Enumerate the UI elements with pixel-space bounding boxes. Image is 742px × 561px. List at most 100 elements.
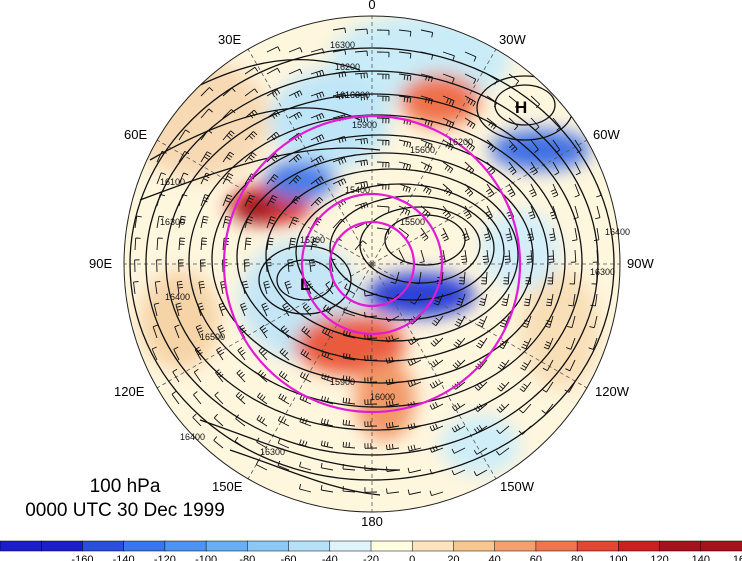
wind-barb: [301, 326, 312, 339]
wind-barb: [386, 466, 400, 473]
wind-barb: [541, 403, 554, 414]
lon-label-90w: 90W: [627, 256, 654, 271]
wind-barb: [376, 205, 390, 213]
wind-barb: [153, 302, 160, 317]
wind-barb: [277, 438, 290, 449]
contour-label: 16300: [160, 217, 185, 227]
wind-barb: [376, 51, 390, 58]
wind-barb: [569, 271, 576, 285]
wind-barb: [385, 356, 400, 364]
wind-barb: [552, 161, 560, 176]
wind-barb: [528, 205, 536, 220]
wind-barb: [486, 183, 495, 198]
wind-barb: [430, 359, 444, 368]
lon-label-60w: 60W: [593, 127, 620, 142]
wind-barb: [298, 483, 312, 493]
wind-barb: [442, 139, 454, 151]
lat-ring-outer: [222, 114, 522, 414]
contour-label: 16000: [370, 392, 395, 402]
contour-label: 16500: [200, 332, 225, 342]
wind-barb: [220, 280, 227, 295]
wind-barb: [244, 194, 255, 207]
wind-barb: [200, 108, 213, 119]
wind-barb: [332, 92, 347, 100]
wind-barb: [573, 205, 579, 220]
wind-barb: [505, 227, 513, 242]
wind-barb: [200, 151, 212, 163]
wind-barb: [464, 117, 476, 129]
wind-barb: [566, 337, 576, 350]
wind-barb: [456, 293, 466, 306]
wind-barb: [240, 302, 248, 317]
wind-barb: [244, 216, 254, 229]
wind-barb: [310, 196, 324, 207]
wind-barb: [442, 51, 455, 61]
wind-barb: [192, 413, 202, 427]
wind-barb: [464, 183, 474, 197]
wind-barb: [464, 139, 475, 152]
wind-barb: [364, 465, 378, 471]
wind-barb: [407, 379, 422, 388]
wind-barb: [354, 94, 368, 101]
contour-label: 16300: [590, 267, 615, 277]
wind-barb: [376, 183, 390, 190]
wind-barb: [288, 68, 303, 75]
wind-barb: [410, 293, 422, 305]
wind-barb: [473, 469, 488, 477]
wind-barb: [473, 447, 488, 455]
wind-barb: [552, 117, 561, 131]
wind-barb: [217, 324, 225, 339]
wind-barb: [342, 352, 356, 361]
wind-barb: [310, 48, 325, 54]
wind-barb: [568, 293, 576, 307]
contour-label: 16100: [335, 90, 360, 100]
wind-barb: [591, 271, 598, 285]
wind-barb: [332, 27, 347, 33]
wind-barb: [235, 414, 246, 427]
wind-barb: [463, 205, 472, 220]
wind-barb: [473, 425, 488, 434]
wind-barb: [263, 280, 271, 295]
colorbar-swatch: [329, 540, 372, 552]
wind-barb: [310, 155, 325, 164]
wind-barb: [476, 337, 488, 349]
wind-barb: [299, 439, 312, 449]
wind-barb: [429, 401, 444, 410]
colorbar-tick-label: 0: [409, 554, 415, 561]
colorbar-swatch: [40, 540, 84, 552]
wind-barb: [407, 357, 422, 366]
wind-barb: [386, 488, 400, 494]
colorbar: -160 -140 -120 -100 -80 -60 -40 -20 0 20 40 60 80 100…: [0, 540, 742, 561]
colorbar-swatch: [205, 540, 249, 552]
wind-barb: [460, 249, 468, 264]
wind-barb: [310, 176, 324, 185]
wind-barb: [266, 131, 280, 141]
colorbar-swatch: [453, 540, 496, 552]
wind-barb: [442, 117, 455, 128]
wind-barb: [420, 183, 432, 195]
wind-barb: [519, 403, 532, 414]
wind-barb: [429, 380, 444, 389]
wind-barb: [288, 47, 303, 53]
wind-barb: [499, 315, 510, 328]
wind-barb: [498, 337, 510, 349]
wind-barb: [237, 347, 246, 361]
colorbar-swatch: [247, 540, 290, 552]
wind-barb: [320, 485, 334, 493]
wind-barb: [156, 193, 166, 207]
wind-barb: [497, 359, 510, 371]
wind-barb: [565, 359, 576, 372]
wind-barb: [322, 327, 334, 339]
wind-barb: [277, 415, 290, 427]
wind-barb: [430, 337, 444, 347]
wind-barb: [548, 249, 555, 263]
wind-barb: [342, 330, 356, 339]
wind-barb: [257, 392, 268, 405]
wind-barb: [134, 259, 140, 273]
wind-barb: [193, 368, 202, 383]
colorbar-swatch: [0, 540, 42, 552]
wind-barb: [310, 237, 319, 251]
wind-barb: [474, 403, 488, 412]
wind-barb: [214, 391, 224, 405]
